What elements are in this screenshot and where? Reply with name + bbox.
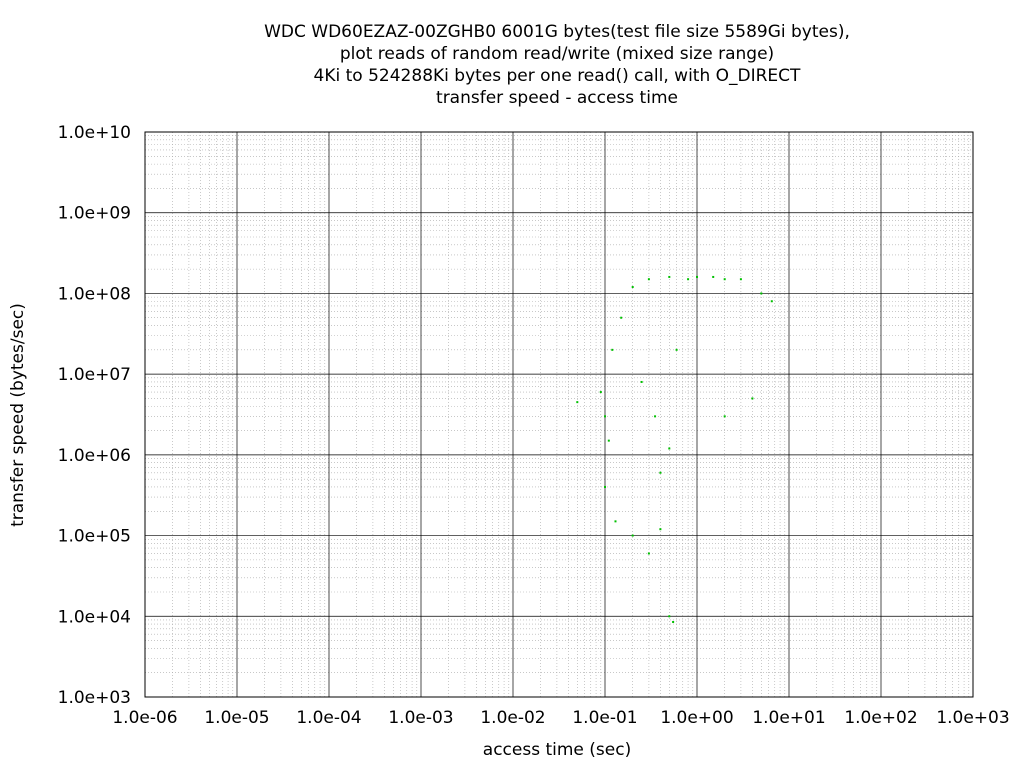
scatter-point — [659, 528, 662, 531]
scatter-point — [668, 615, 671, 618]
scatter-point — [668, 447, 671, 450]
scatter-point — [647, 552, 650, 555]
scatter-point — [611, 348, 614, 351]
scatter-point — [668, 275, 671, 278]
y-tick-label: 1.0e+07 — [58, 365, 131, 385]
title-line-2: plot reads of random read/write (mixed s… — [340, 44, 774, 64]
scatter-point — [620, 316, 623, 319]
scatter-point — [604, 415, 606, 418]
x-tick-label: 1.0e+01 — [752, 708, 825, 728]
x-axis-label: access time (sec) — [483, 740, 631, 760]
scatter-point — [723, 415, 726, 418]
y-tick-label: 1.0e+04 — [58, 607, 131, 627]
grid — [144, 131, 974, 698]
scatter-point — [739, 278, 742, 281]
title-line-1: WDC WD60EZAZ-00ZGHB0 6001G bytes(test fi… — [264, 22, 850, 42]
x-axis-ticks: 1.0e-06 1.0e-05 1.0e-04 1.0e-03 1.0e-02 1.0e-… — [112, 708, 1009, 728]
title-line-4: transfer speed - access time — [436, 88, 678, 108]
x-tick-label: 1.0e-06 — [112, 708, 177, 728]
scatter-point — [770, 300, 773, 303]
scatter-point — [631, 534, 634, 537]
scatter-point — [687, 278, 690, 281]
scatter-point — [760, 292, 763, 295]
scatter-point — [604, 485, 606, 488]
x-tick-label: 1.0e-03 — [388, 708, 453, 728]
scatter-point — [607, 439, 610, 442]
y-tick-label: 1.0e+08 — [58, 284, 131, 304]
y-tick-label: 1.0e+05 — [58, 527, 131, 547]
scatter-point — [599, 391, 602, 394]
x-tick-label: 1.0e-01 — [572, 708, 637, 728]
chart-title: WDC WD60EZAZ-00ZGHB0 6001G bytes(test fi… — [264, 22, 850, 108]
scatter-point — [672, 620, 675, 623]
scatter-point — [659, 471, 662, 474]
x-tick-label: 1.0e-04 — [296, 708, 361, 728]
title-line-3: 4Ki to 524288Ki bytes per one read() cal… — [314, 66, 801, 86]
y-tick-label: 1.0e+10 — [58, 123, 131, 143]
y-tick-label: 1.0e+09 — [58, 204, 131, 224]
scatter-point — [696, 275, 698, 278]
scatter-point — [631, 286, 634, 289]
scatter-point — [614, 520, 617, 523]
x-tick-label: 1.0e-02 — [480, 708, 545, 728]
scatter-point — [640, 380, 643, 383]
scatter-point — [723, 278, 726, 281]
y-axis-ticks: 1.0e+03 1.0e+04 1.0e+05 1.0e+06 1.0e+07 1.0e+… — [58, 123, 131, 708]
x-tick-label: 1.0e+02 — [844, 708, 917, 728]
scatter-point — [576, 401, 579, 404]
scatter-points — [576, 275, 773, 623]
x-tick-label: 1.0e-05 — [204, 708, 269, 728]
scatter-point — [647, 278, 650, 281]
y-tick-label: 1.0e+03 — [58, 688, 131, 708]
x-tick-label: 1.0e+03 — [936, 708, 1009, 728]
y-axis-label: transfer speed (bytes/sec) — [8, 303, 28, 527]
scatter-point — [712, 275, 715, 278]
scatter-point — [675, 348, 678, 351]
scatter-point — [654, 415, 657, 418]
scatter-point — [751, 397, 754, 400]
plot-frame — [144, 131, 974, 698]
x-tick-label: 1.0e+00 — [660, 708, 733, 728]
y-tick-label: 1.0e+06 — [58, 446, 131, 466]
